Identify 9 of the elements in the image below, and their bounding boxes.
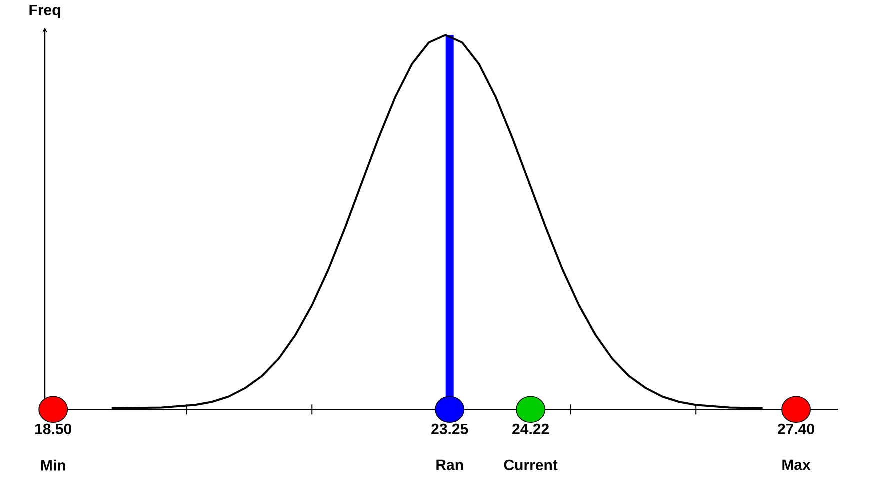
x-tick-label: 23.25 bbox=[432, 424, 468, 435]
text: Ran bbox=[436, 460, 464, 470]
text: Current bbox=[504, 460, 558, 471]
x-tick-label: 27.40 bbox=[778, 424, 814, 435]
text: Max bbox=[782, 460, 811, 470]
y-axis-title: Freq bbox=[30, 5, 60, 19]
x-tick-label: 24.22 bbox=[512, 424, 549, 434]
x-tick-label: 18.50 bbox=[36, 424, 72, 435]
text: Min bbox=[41, 460, 66, 471]
